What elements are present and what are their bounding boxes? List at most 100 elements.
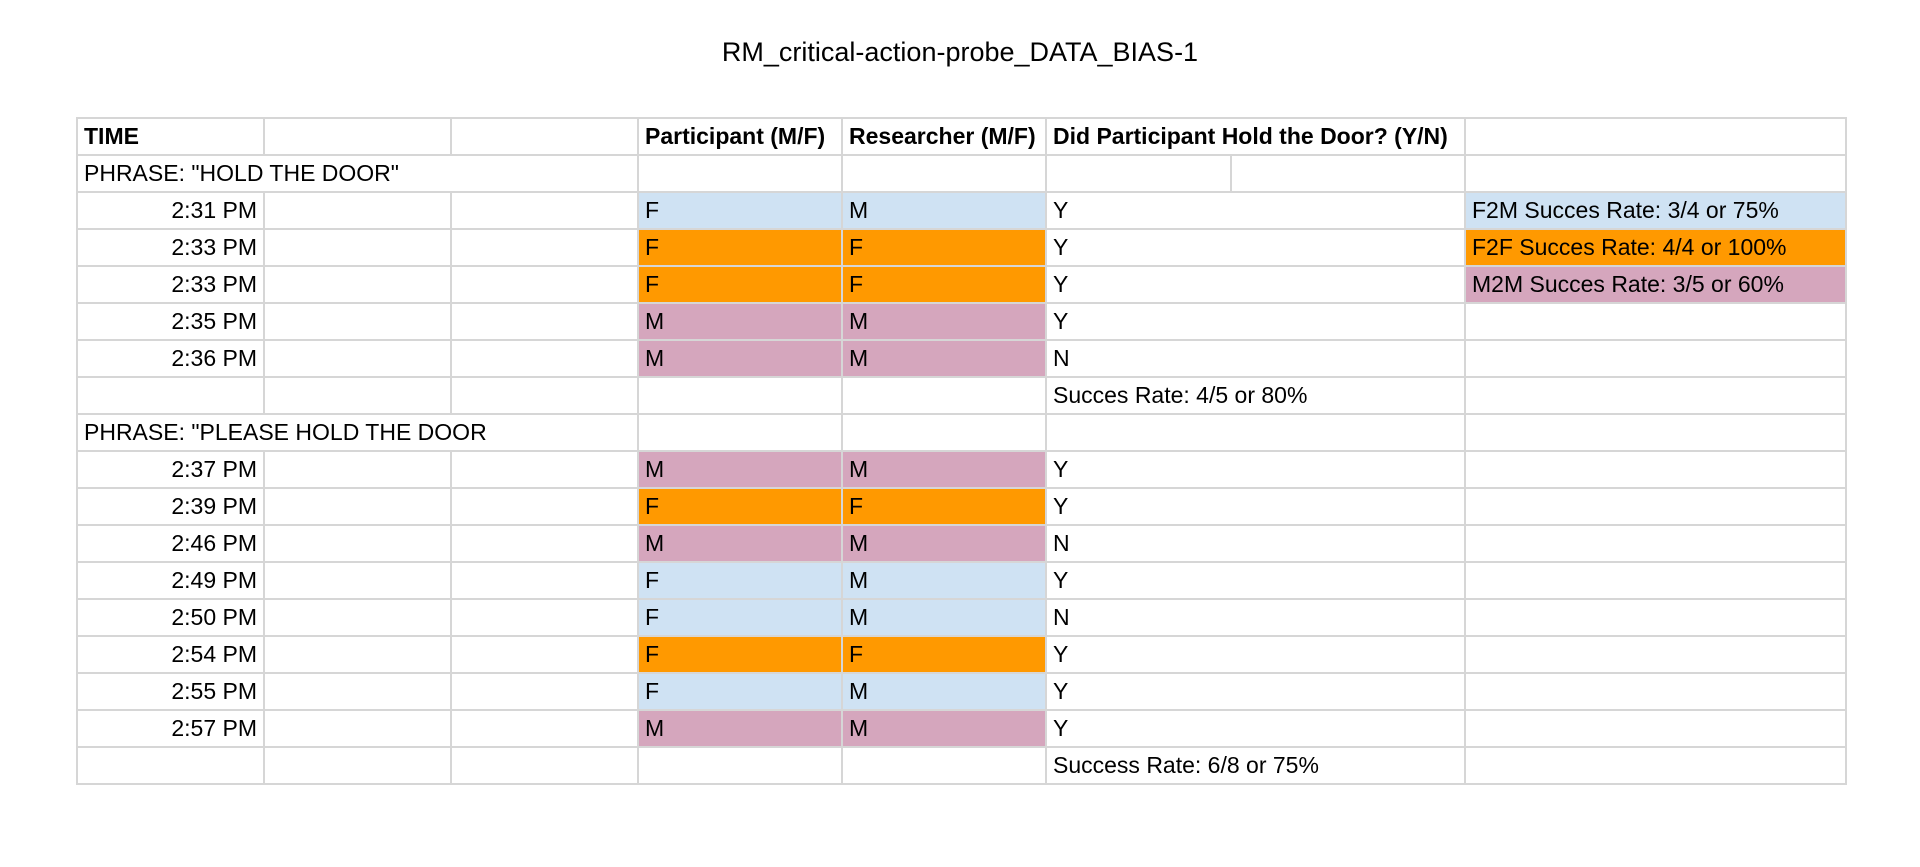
participant-cell[interactable]: M xyxy=(637,450,843,489)
time-cell[interactable]: 2:50 PM xyxy=(76,598,265,637)
participant-cell[interactable]: M xyxy=(637,339,843,378)
section1-success-rate[interactable]: Succes Rate: 4/5 or 80% xyxy=(1045,376,1466,415)
time-cell[interactable]: 2:55 PM xyxy=(76,672,265,711)
participant-cell[interactable]: F xyxy=(637,191,843,230)
participant-cell[interactable]: F xyxy=(637,487,843,526)
empty-cell[interactable] xyxy=(841,154,1047,193)
header-researcher[interactable]: Researcher (M/F) xyxy=(841,117,1047,156)
section2-success-rate[interactable]: Success Rate: 6/8 or 75% xyxy=(1045,746,1466,785)
researcher-cell[interactable]: M xyxy=(841,302,1047,341)
time-cell[interactable]: 2:35 PM xyxy=(76,302,265,341)
participant-cell[interactable]: F xyxy=(637,265,843,304)
researcher-cell[interactable]: F xyxy=(841,487,1047,526)
empty-cell[interactable] xyxy=(637,746,843,785)
empty-cell[interactable] xyxy=(841,376,1047,415)
header-time[interactable]: TIME xyxy=(76,117,265,156)
researcher-cell[interactable]: M xyxy=(841,191,1047,230)
empty-cell[interactable] xyxy=(841,413,1047,452)
empty-cell[interactable] xyxy=(450,302,639,341)
researcher-cell[interactable]: M xyxy=(841,598,1047,637)
empty-cell[interactable] xyxy=(1464,339,1847,378)
header-held-door[interactable]: Did Participant Hold the Door? (Y/N) xyxy=(1045,117,1466,156)
empty-cell[interactable] xyxy=(263,191,452,230)
researcher-cell[interactable]: M xyxy=(841,672,1047,711)
empty-cell[interactable] xyxy=(637,154,843,193)
empty-cell[interactable] xyxy=(1464,302,1847,341)
empty-cell[interactable] xyxy=(637,376,843,415)
empty-cell[interactable] xyxy=(450,265,639,304)
empty-cell[interactable] xyxy=(263,450,452,489)
empty-cell[interactable] xyxy=(263,228,452,267)
section1-phrase[interactable]: PHRASE: "HOLD THE DOOR" xyxy=(76,154,639,193)
empty-cell[interactable] xyxy=(263,302,452,341)
participant-cell[interactable]: F xyxy=(637,635,843,674)
empty-cell[interactable] xyxy=(76,746,265,785)
researcher-cell[interactable]: M xyxy=(841,339,1047,378)
section2-phrase[interactable]: PHRASE: "PLEASE HOLD THE DOOR xyxy=(76,413,639,452)
participant-cell[interactable]: F xyxy=(637,672,843,711)
header-participant[interactable]: Participant (M/F) xyxy=(637,117,843,156)
held-door-cell[interactable]: Y xyxy=(1045,672,1466,711)
held-door-cell[interactable]: N xyxy=(1045,339,1466,378)
empty-cell[interactable] xyxy=(1464,450,1847,489)
time-cell[interactable]: 2:39 PM xyxy=(76,487,265,526)
empty-cell[interactable] xyxy=(450,709,639,748)
researcher-cell[interactable]: M xyxy=(841,524,1047,563)
empty-cell[interactable] xyxy=(1464,376,1847,415)
empty-cell[interactable] xyxy=(1464,413,1847,452)
empty-cell[interactable] xyxy=(263,672,452,711)
empty-cell[interactable] xyxy=(450,524,639,563)
researcher-cell[interactable]: M xyxy=(841,450,1047,489)
empty-cell[interactable] xyxy=(263,117,452,156)
empty-cell[interactable] xyxy=(263,746,452,785)
empty-cell[interactable] xyxy=(450,228,639,267)
empty-cell[interactable] xyxy=(76,376,265,415)
empty-cell[interactable] xyxy=(450,746,639,785)
time-cell[interactable]: 2:36 PM xyxy=(76,339,265,378)
empty-cell[interactable] xyxy=(450,672,639,711)
held-door-cell[interactable]: Y xyxy=(1045,487,1466,526)
empty-cell[interactable] xyxy=(1464,154,1847,193)
empty-cell[interactable] xyxy=(1464,709,1847,748)
held-door-cell[interactable]: Y xyxy=(1045,191,1466,230)
empty-cell[interactable] xyxy=(263,339,452,378)
empty-cell[interactable] xyxy=(450,376,639,415)
empty-cell[interactable] xyxy=(450,191,639,230)
empty-cell[interactable] xyxy=(263,598,452,637)
researcher-cell[interactable]: F xyxy=(841,635,1047,674)
empty-cell[interactable] xyxy=(1464,598,1847,637)
empty-cell[interactable] xyxy=(1230,154,1466,193)
empty-cell[interactable] xyxy=(1464,524,1847,563)
legend-f2f[interactable]: F2F Succes Rate: 4/4 or 100% xyxy=(1464,228,1847,267)
time-cell[interactable]: 2:37 PM xyxy=(76,450,265,489)
empty-cell[interactable] xyxy=(450,598,639,637)
researcher-cell[interactable]: M xyxy=(841,561,1047,600)
held-door-cell[interactable]: Y xyxy=(1045,635,1466,674)
time-cell[interactable]: 2:33 PM xyxy=(76,228,265,267)
time-cell[interactable]: 2:31 PM xyxy=(76,191,265,230)
empty-cell[interactable] xyxy=(263,635,452,674)
empty-cell[interactable] xyxy=(263,709,452,748)
empty-cell[interactable] xyxy=(263,265,452,304)
researcher-cell[interactable]: F xyxy=(841,265,1047,304)
participant-cell[interactable]: M xyxy=(637,302,843,341)
researcher-cell[interactable]: F xyxy=(841,228,1047,267)
legend-m2m[interactable]: M2M Succes Rate: 3/5 or 60% xyxy=(1464,265,1847,304)
held-door-cell[interactable]: N xyxy=(1045,524,1466,563)
empty-cell[interactable] xyxy=(450,561,639,600)
time-cell[interactable]: 2:54 PM xyxy=(76,635,265,674)
held-door-cell[interactable]: N xyxy=(1045,598,1466,637)
participant-cell[interactable]: M xyxy=(637,524,843,563)
participant-cell[interactable]: M xyxy=(637,709,843,748)
held-door-cell[interactable]: Y xyxy=(1045,302,1466,341)
empty-cell[interactable] xyxy=(1464,635,1847,674)
empty-cell[interactable] xyxy=(263,487,452,526)
time-cell[interactable]: 2:57 PM xyxy=(76,709,265,748)
empty-cell[interactable] xyxy=(450,450,639,489)
empty-cell[interactable] xyxy=(450,117,639,156)
legend-f2m[interactable]: F2M Succes Rate: 3/4 or 75% xyxy=(1464,191,1847,230)
empty-cell[interactable] xyxy=(1045,154,1232,193)
empty-cell[interactable] xyxy=(1464,672,1847,711)
held-door-cell[interactable]: Y xyxy=(1045,228,1466,267)
empty-cell[interactable] xyxy=(450,339,639,378)
